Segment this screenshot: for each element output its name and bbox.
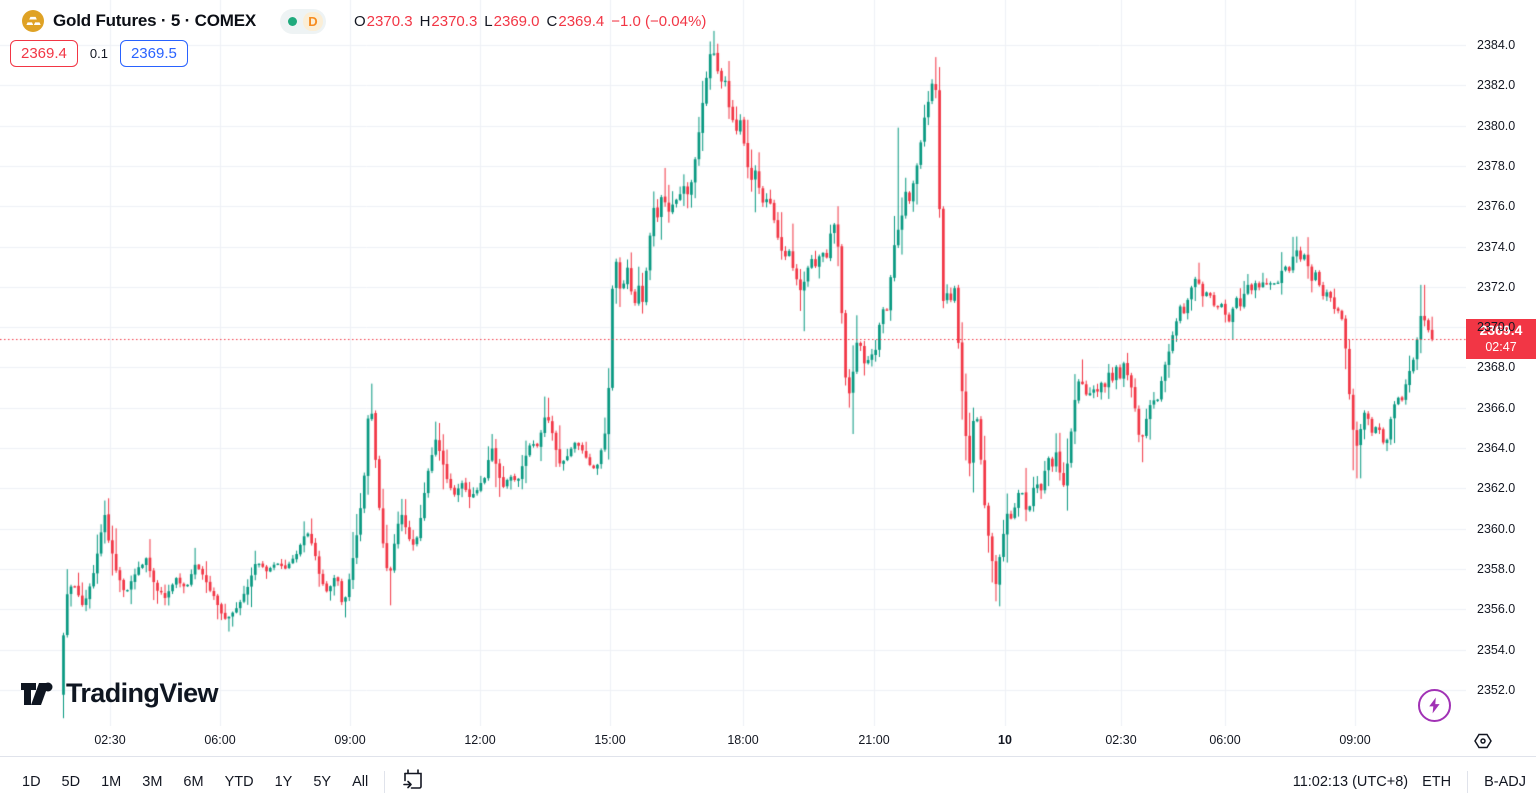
- go-to-date-button[interactable]: [401, 767, 425, 796]
- date-range-switcher: 1D 5D 1M 3M 6M YTD 1Y 5Y All: [0, 774, 368, 790]
- open-value: 2370.3: [366, 12, 413, 30]
- chart-plot-area[interactable]: [0, 0, 1466, 726]
- price-tick-label: 2378.0: [1477, 158, 1516, 173]
- time-tick-label: 15:00: [594, 733, 626, 747]
- price-scale-mode-button[interactable]: [1472, 730, 1494, 757]
- spread-value: 0.1: [89, 46, 108, 61]
- time-tick-label: 12:00: [464, 733, 496, 747]
- range-button-all[interactable]: All: [352, 773, 369, 790]
- price-tick-label: 2358.0: [1477, 562, 1516, 577]
- price-tick-label: 2382.0: [1477, 78, 1516, 93]
- market-status-pill: D: [280, 8, 326, 34]
- axis-corner: [1466, 726, 1536, 756]
- price-axis[interactable]: 2369.4 02:47 2384.0 2382.0 2380.0 2378.0 237…: [1466, 0, 1536, 726]
- price-change: −1.0 (−0.04%): [611, 12, 707, 30]
- interval-badge[interactable]: D: [303, 11, 323, 31]
- adjustment-label[interactable]: B-ADJ: [1484, 773, 1526, 790]
- time-tick-label: 09:00: [1339, 733, 1371, 747]
- price-tick-label: 2372.0: [1477, 279, 1516, 294]
- price-tick-label: 2384.0: [1477, 38, 1516, 52]
- range-button-6m[interactable]: 6M: [183, 773, 204, 790]
- time-tick-label: 06:00: [204, 733, 236, 747]
- symbol-title[interactable]: Gold Futures · 5 · COMEX: [53, 11, 256, 30]
- session-label[interactable]: ETH: [1422, 773, 1452, 790]
- market-open-dot-icon: [288, 16, 297, 26]
- bid-button[interactable]: 2369.4: [10, 40, 78, 67]
- high-label: H: [419, 12, 431, 30]
- price-tick-label: 2354.0: [1477, 642, 1516, 657]
- candlestick-chart-canvas[interactable]: [0, 0, 1466, 726]
- range-button-1d[interactable]: 1D: [22, 773, 41, 790]
- toolbar-divider: [1467, 770, 1469, 793]
- time-axis[interactable]: 02:30 06:00 09:00 12:00 15:00 18:00 21:00 10 02:…: [0, 726, 1466, 756]
- close-label: C: [546, 12, 558, 30]
- quote-row: 2369.4 0.1 2369.5: [10, 40, 188, 67]
- low-value: 2369.0: [493, 12, 540, 30]
- price-tick-label: 2356.0: [1477, 602, 1516, 617]
- hexagon-scale-icon: [1474, 733, 1492, 749]
- price-tick-label: 2370.0: [1477, 320, 1516, 335]
- price-tick-label: 2362.0: [1477, 481, 1516, 496]
- low-label: L: [484, 12, 493, 30]
- price-tick-label: 2368.0: [1477, 360, 1516, 375]
- range-button-1y[interactable]: 1Y: [274, 773, 293, 790]
- close-value: 2369.4: [558, 12, 605, 30]
- price-tick-label: 2380.0: [1477, 118, 1516, 133]
- tradingview-watermark[interactable]: TradingView: [20, 678, 219, 709]
- time-tick-label: 21:00: [858, 733, 890, 747]
- range-button-3m[interactable]: 3M: [142, 773, 163, 790]
- time-tick-label: 09:00: [334, 733, 366, 747]
- price-tick-label: 2376.0: [1477, 199, 1516, 214]
- time-tick-label: 02:30: [1105, 733, 1137, 747]
- last-price-label: 2369.4 02:47: [1466, 319, 1536, 360]
- gold-futures-symbol-icon[interactable]: [22, 10, 44, 32]
- chart-header: Gold Futures · 5 · COMEX D O 2370.3 H 2370…: [22, 8, 706, 34]
- time-tick-label: 06:00: [1209, 733, 1241, 747]
- price-tick-label: 2374.0: [1477, 239, 1516, 254]
- instant-trading-button[interactable]: [1418, 689, 1451, 722]
- price-tick-label: 2352.0: [1477, 682, 1516, 697]
- lightning-bolt-icon: [1429, 697, 1440, 714]
- clock[interactable]: 11:02:13 (UTC+8): [1292, 773, 1409, 790]
- ask-button[interactable]: 2369.5: [119, 40, 188, 67]
- calendar-goto-icon: [403, 769, 422, 789]
- high-value: 2370.3: [431, 12, 478, 30]
- time-tick-label: 02:30: [94, 733, 126, 747]
- range-button-ytd[interactable]: YTD: [224, 773, 254, 790]
- watermark-label: TradingView: [66, 678, 219, 708]
- range-button-1m[interactable]: 1M: [101, 773, 122, 790]
- open-label: O: [354, 12, 366, 30]
- range-button-5y[interactable]: 5Y: [313, 773, 332, 790]
- toolbar-divider: [384, 770, 386, 793]
- price-tick-label: 2366.0: [1477, 400, 1516, 415]
- last-price-value: 2369.4: [1479, 322, 1523, 339]
- toolbar-right: 11:02:13 (UTC+8) ETH B-ADJ: [1292, 770, 1536, 793]
- time-tick-label: 18:00: [727, 733, 759, 747]
- bottom-toolbar: 1D 5D 1M 3M 6M YTD 1Y 5Y All 11:02:13 (UTC+8) ET…: [0, 756, 1536, 806]
- time-tick-label: 10: [998, 733, 1012, 747]
- price-tick-label: 2364.0: [1477, 441, 1516, 456]
- tradingview-logo-icon: [21, 682, 53, 705]
- ohlc-readout: O 2370.3 H 2370.3 L 2369.0 C 2369.4 −1.0 (−0…: [354, 13, 706, 30]
- price-tick-label: 2360.0: [1477, 521, 1516, 536]
- bar-countdown: 02:47: [1485, 339, 1517, 354]
- range-button-5d[interactable]: 5D: [61, 773, 81, 790]
